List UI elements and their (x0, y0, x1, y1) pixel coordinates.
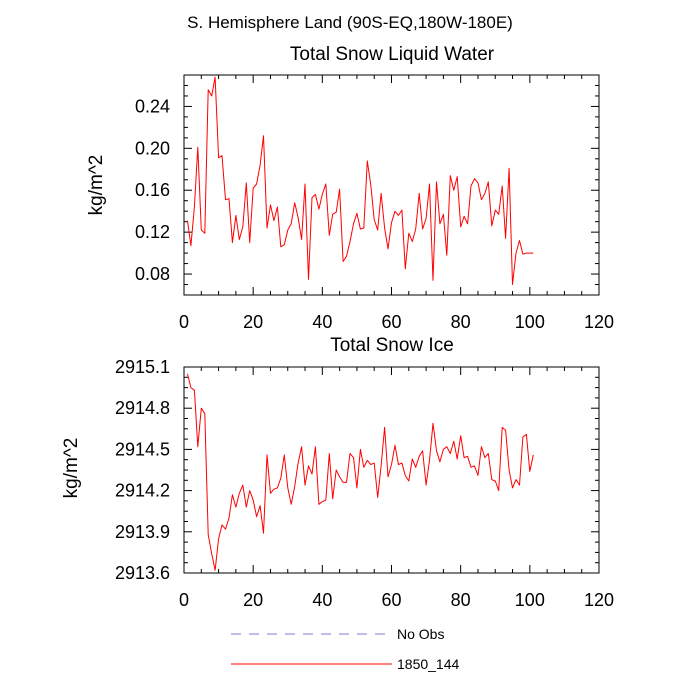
series-group (187, 76, 534, 285)
legend-label: 1850_144 (397, 656, 460, 672)
series-line-1850_144 (187, 373, 534, 571)
y-tick-label: 0.08 (135, 264, 170, 284)
panel-snow-ice: Total Snow Ice kg/m^2 0 20 40 60 80 100 120 291… (61, 335, 614, 610)
x-tick-label: 0 (179, 590, 189, 610)
plot-frame (183, 366, 600, 574)
y-tick-label: 2914.5 (115, 439, 170, 459)
x-tick-label: 120 (584, 312, 614, 332)
x-tick-label: 20 (243, 312, 263, 332)
panel-title: Total Snow Liquid Water (290, 44, 495, 65)
x-tick-label: 100 (515, 590, 545, 610)
x-tick-label: 80 (451, 312, 471, 332)
axis-ticks (183, 366, 600, 574)
axis-tick-labels: 0 20 40 60 80 100 120 0.08 0.12 0.16 0.20 0.24 (135, 96, 614, 332)
x-tick-label: 60 (381, 590, 401, 610)
y-axis-label: kg/m^2 (61, 438, 82, 499)
figure-supertitle: S. Hemisphere Land (90S-EQ,180W-180E) (187, 13, 513, 32)
y-tick-label: 0.24 (135, 96, 170, 116)
axis-tick-labels: 0 20 40 60 80 100 120 2913.6 2913.9 2914.2 2914.5 2… (115, 357, 614, 610)
series-group (187, 373, 534, 571)
y-tick-label: 2913.9 (115, 522, 170, 542)
legend: No Obs 1850_144 (231, 626, 460, 672)
panel-snow-liquid-water: Total Snow Liquid Water kg/m^2 0 20 40 60 80… (86, 44, 614, 332)
y-tick-label: 0.16 (135, 180, 170, 200)
x-tick-label: 20 (243, 590, 263, 610)
y-tick-label: 0.20 (135, 138, 170, 158)
x-tick-label: 60 (381, 312, 401, 332)
legend-item-1850-144: 1850_144 (231, 656, 460, 672)
panel-title: Total Snow Ice (330, 335, 454, 356)
y-tick-label: 2914.2 (115, 481, 170, 501)
x-tick-label: 0 (179, 312, 189, 332)
x-tick-label: 80 (451, 590, 471, 610)
y-tick-label: 2913.6 (115, 563, 170, 583)
x-tick-label: 120 (584, 590, 614, 610)
y-tick-label: 2915.1 (115, 357, 170, 377)
x-tick-label: 40 (312, 312, 332, 332)
x-tick-label: 100 (515, 312, 545, 332)
y-tick-label: 2914.8 (115, 398, 170, 418)
y-tick-label: 0.12 (135, 222, 170, 242)
y-axis-label: kg/m^2 (86, 155, 107, 216)
x-tick-label: 40 (312, 590, 332, 610)
series-line-1850_144 (187, 76, 534, 285)
axis-ticks (183, 74, 600, 296)
plot-frame (183, 74, 600, 296)
legend-item-no-obs: No Obs (231, 626, 444, 642)
legend-label: No Obs (397, 626, 444, 642)
